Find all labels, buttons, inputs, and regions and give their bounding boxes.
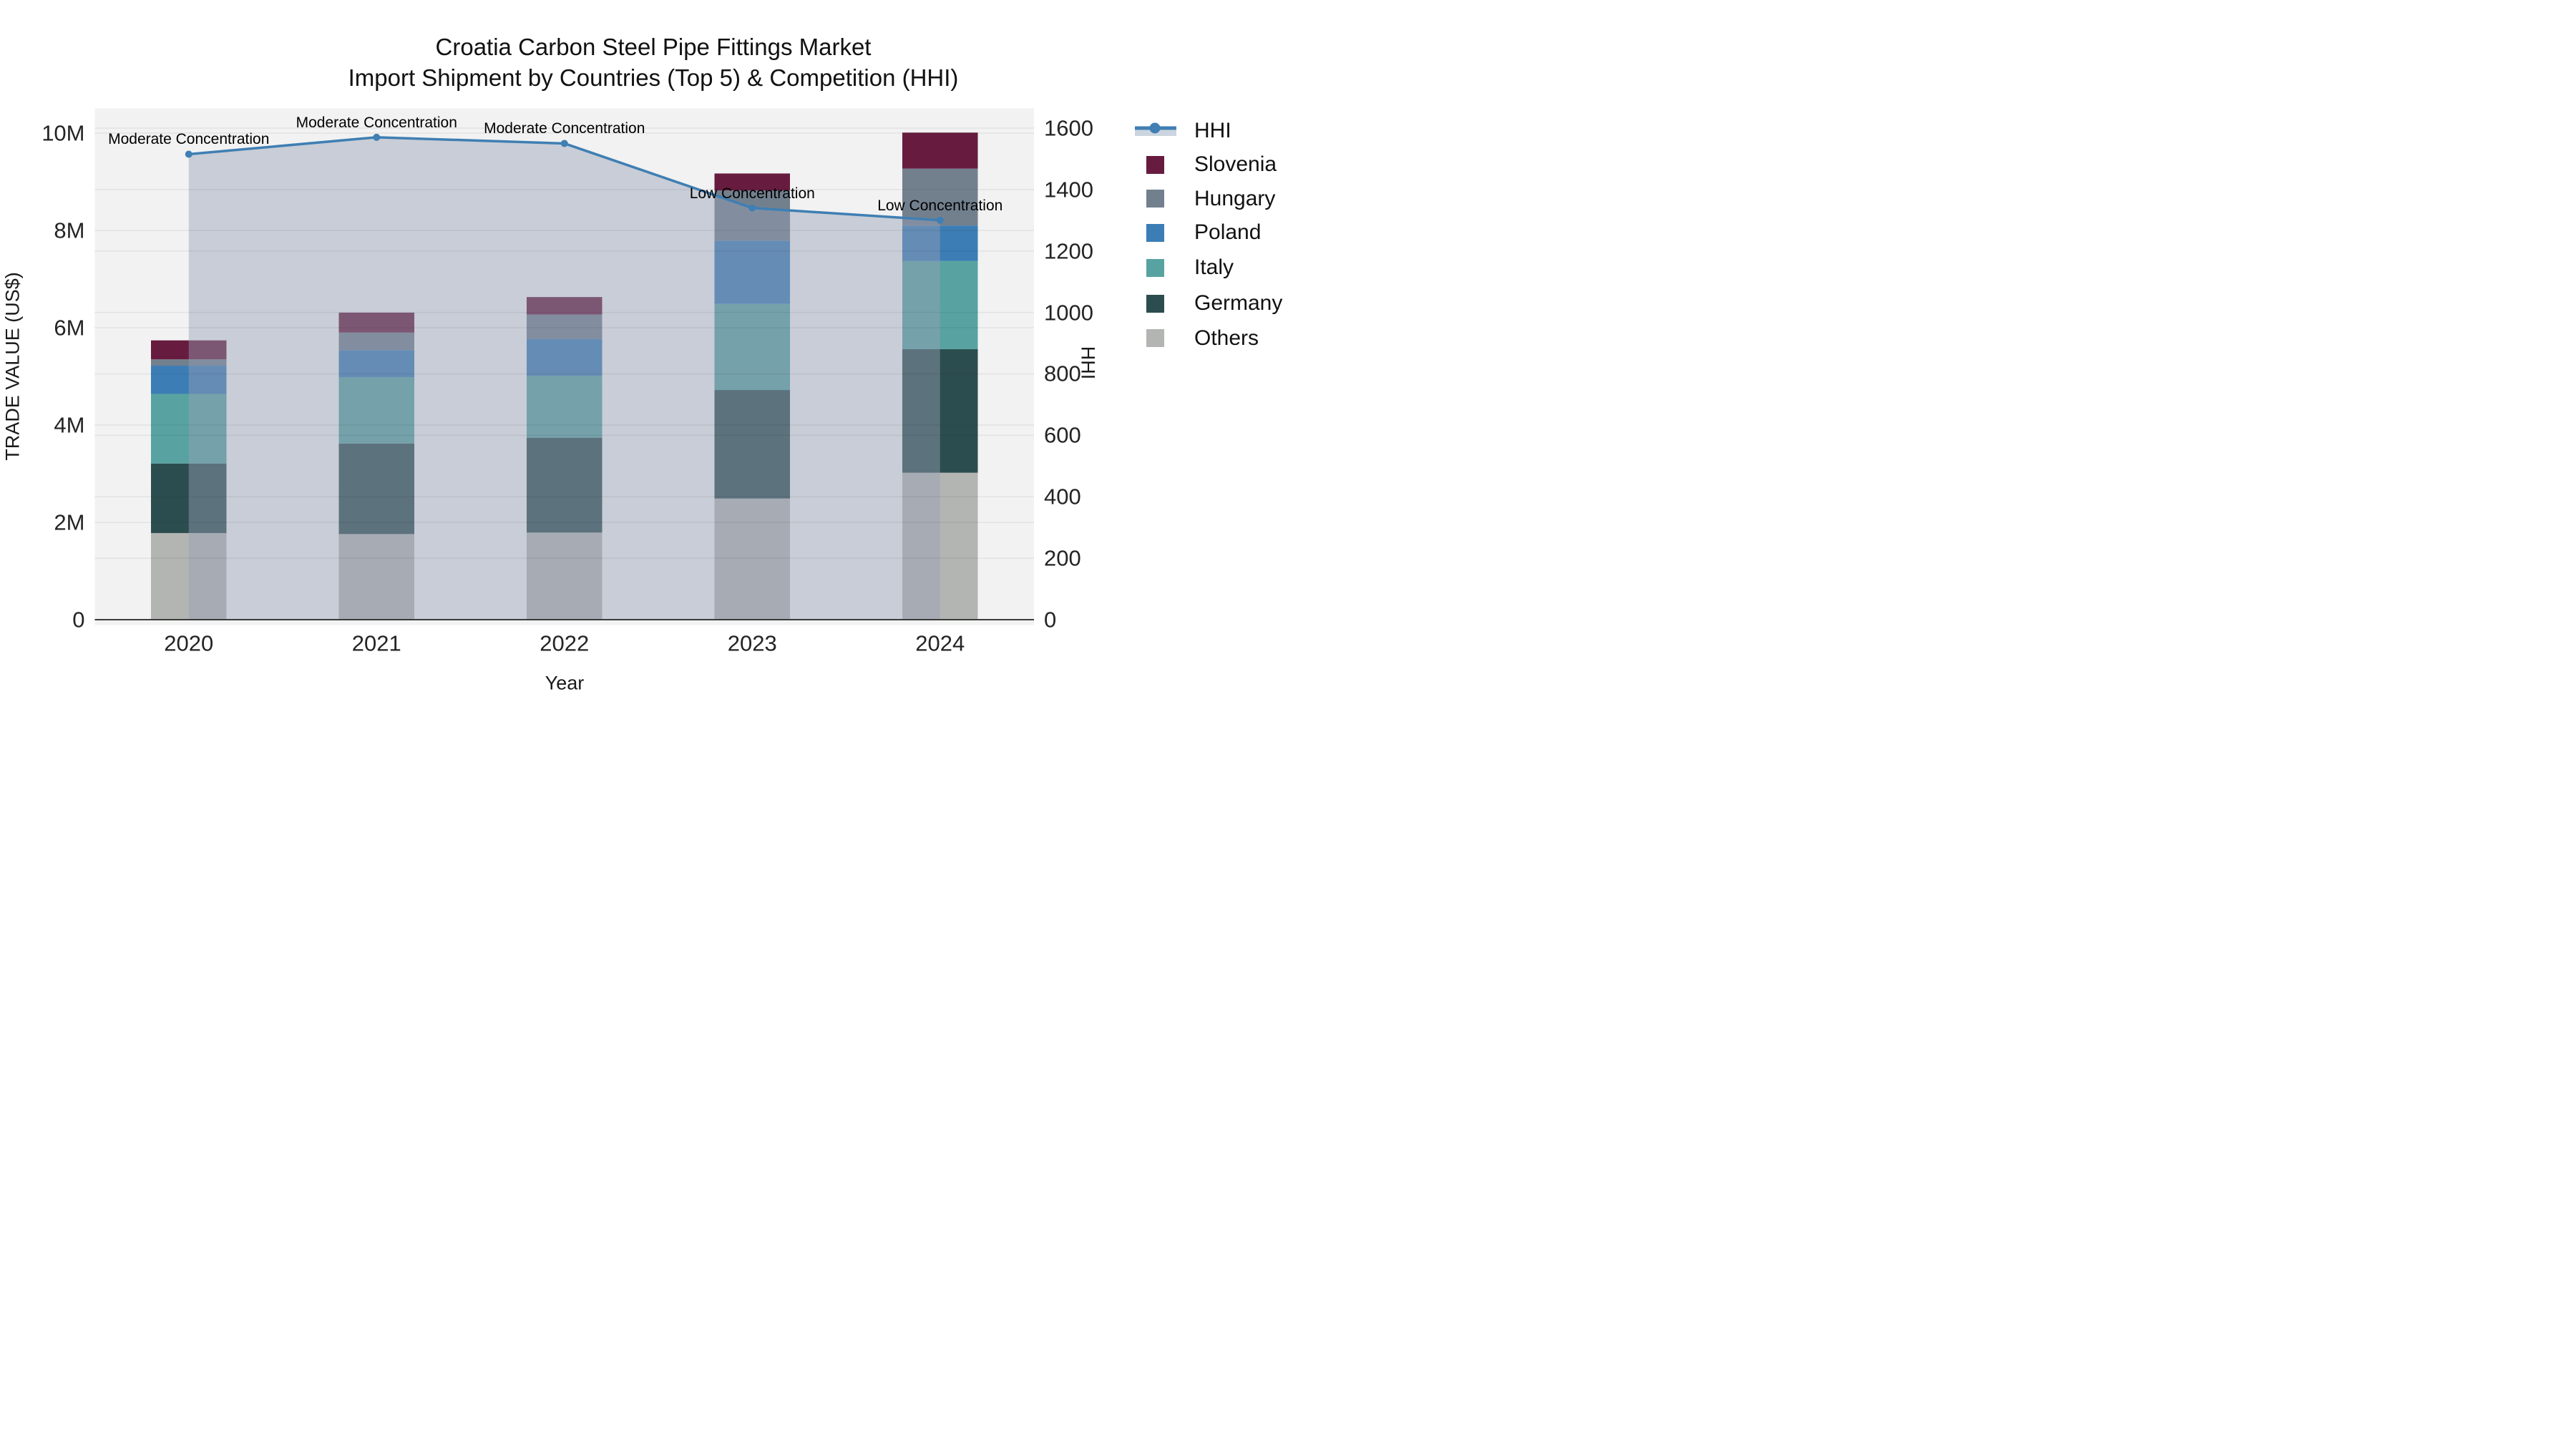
legend-item-germany[interactable]: Germany bbox=[1133, 286, 1282, 321]
legend-item-hungary[interactable]: Hungary bbox=[1133, 182, 1275, 216]
legend-label: Hungary bbox=[1194, 186, 1276, 210]
legend-label: HHI bbox=[1194, 119, 1231, 142]
slovenia-swatch-icon bbox=[1133, 155, 1179, 174]
legend-label: Poland bbox=[1194, 220, 1262, 244]
legend-label: Italy bbox=[1194, 255, 1234, 279]
y-left-tick: 10M bbox=[42, 120, 85, 146]
legend-item-poland[interactable]: Poland bbox=[1133, 215, 1261, 250]
y-left-tick: 6M bbox=[54, 315, 85, 341]
bar-segment-others-2021 bbox=[338, 534, 414, 620]
others-swatch-icon bbox=[1133, 329, 1179, 347]
bar-segment-poland-2023 bbox=[714, 240, 790, 304]
bar-segment-italy-2023 bbox=[714, 303, 790, 391]
bar-segment-others-2020 bbox=[151, 532, 227, 620]
bar-segment-poland-2024 bbox=[902, 225, 978, 261]
y-right-tick: 1200 bbox=[1044, 238, 1093, 264]
bar-segment-hungary-2022 bbox=[527, 314, 602, 339]
chart-title-line1: Croatia Carbon Steel Pipe Fittings Marke… bbox=[435, 34, 872, 60]
hhi-annotation-2021: Moderate Concentration bbox=[296, 114, 457, 131]
y-axis-left-title: TRADE VALUE (US$) bbox=[1, 272, 24, 461]
bar-segment-poland-2021 bbox=[338, 350, 414, 378]
y-right-tick: 1400 bbox=[1044, 177, 1093, 203]
bar-segment-others-2023 bbox=[714, 498, 790, 620]
hhi-marker-2024 bbox=[936, 216, 944, 224]
hhi-annotation-2022: Moderate Concentration bbox=[484, 120, 645, 137]
bar-segment-slovenia-2021 bbox=[338, 312, 414, 333]
legend-label: Germany bbox=[1194, 291, 1283, 315]
y-right-tick: 200 bbox=[1044, 545, 1081, 571]
bar-segment-germany-2021 bbox=[338, 443, 414, 535]
bar-segment-others-2022 bbox=[527, 532, 602, 620]
bar-segment-germany-2020 bbox=[151, 463, 227, 533]
bar-segment-hungary-2021 bbox=[338, 332, 414, 351]
y-right-tick: 800 bbox=[1044, 361, 1081, 386]
bar-segment-italy-2020 bbox=[151, 394, 227, 464]
y-left-tick: 4M bbox=[54, 412, 85, 438]
y-right-tick: 600 bbox=[1044, 422, 1081, 448]
x-tick: 2020 bbox=[164, 630, 214, 656]
plot-svg bbox=[94, 108, 1034, 625]
bar-segment-poland-2020 bbox=[151, 366, 227, 394]
bar-segment-italy-2022 bbox=[527, 376, 602, 438]
hhi-annotation-2023: Low Concentration bbox=[689, 185, 815, 202]
bar-segment-germany-2024 bbox=[902, 348, 978, 473]
x-axis-title: Year bbox=[545, 672, 585, 694]
x-tick: 2023 bbox=[727, 630, 777, 656]
italy-swatch-icon bbox=[1133, 258, 1179, 277]
germany-swatch-icon bbox=[1133, 294, 1179, 313]
hhi-marker-2021 bbox=[373, 133, 381, 141]
hhi-annotation-2020: Moderate Concentration bbox=[108, 131, 270, 148]
hhi-marker-2020 bbox=[185, 150, 192, 158]
y-right-tick: 400 bbox=[1044, 484, 1081, 509]
legend-label: Others bbox=[1194, 326, 1259, 350]
legend-item-italy[interactable]: Italy bbox=[1133, 250, 1234, 285]
y-left-tick: 2M bbox=[54, 509, 85, 535]
bar-segment-slovenia-2020 bbox=[151, 340, 227, 360]
bar-segment-italy-2024 bbox=[902, 260, 978, 349]
legend-label: Slovenia bbox=[1194, 152, 1277, 176]
hhi-area-fill bbox=[188, 137, 940, 620]
chart-canvas: Croatia Carbon Steel Pipe Fittings Marke… bbox=[0, 0, 1288, 725]
bar-segment-hungary-2020 bbox=[151, 359, 227, 366]
bar-segment-germany-2023 bbox=[714, 390, 790, 499]
legend-item-hhi[interactable]: HHI bbox=[1133, 114, 1231, 148]
y-right-tick: 1000 bbox=[1044, 300, 1093, 326]
x-tick: 2022 bbox=[540, 630, 590, 656]
bar-segment-hungary-2024 bbox=[902, 168, 978, 226]
chart-title: Croatia Carbon Steel Pipe Fittings Marke… bbox=[348, 31, 959, 93]
y-right-tick: 0 bbox=[1044, 607, 1057, 633]
hhi-marker-2023 bbox=[748, 204, 756, 212]
hhi-marker-2022 bbox=[560, 140, 568, 147]
bar-segment-poland-2022 bbox=[527, 338, 602, 376]
hhi-annotation-2024: Low Concentration bbox=[877, 197, 1003, 214]
y-left-tick: 8M bbox=[54, 218, 85, 243]
bar-segment-italy-2021 bbox=[338, 377, 414, 444]
legend-item-slovenia[interactable]: Slovenia bbox=[1133, 147, 1277, 182]
x-tick: 2021 bbox=[351, 630, 401, 656]
legend-item-others[interactable]: Others bbox=[1133, 321, 1259, 356]
poland-swatch-icon bbox=[1133, 223, 1179, 242]
y-axis-right-title: HHI bbox=[1077, 346, 1099, 380]
bar-segment-slovenia-2022 bbox=[527, 297, 602, 315]
bar-segment-slovenia-2024 bbox=[902, 132, 978, 169]
bar-segment-others-2024 bbox=[902, 472, 978, 620]
bar-segment-slovenia-2023 bbox=[714, 173, 790, 191]
chart-title-line2: Import Shipment by Countries (Top 5) & C… bbox=[348, 64, 959, 91]
hungary-swatch-icon bbox=[1133, 190, 1179, 208]
hhi-line-icon bbox=[1133, 120, 1179, 142]
y-right-tick: 1600 bbox=[1044, 115, 1093, 141]
y-left-tick: 0 bbox=[72, 607, 85, 633]
x-tick: 2024 bbox=[915, 630, 965, 656]
bar-segment-germany-2022 bbox=[527, 437, 602, 533]
